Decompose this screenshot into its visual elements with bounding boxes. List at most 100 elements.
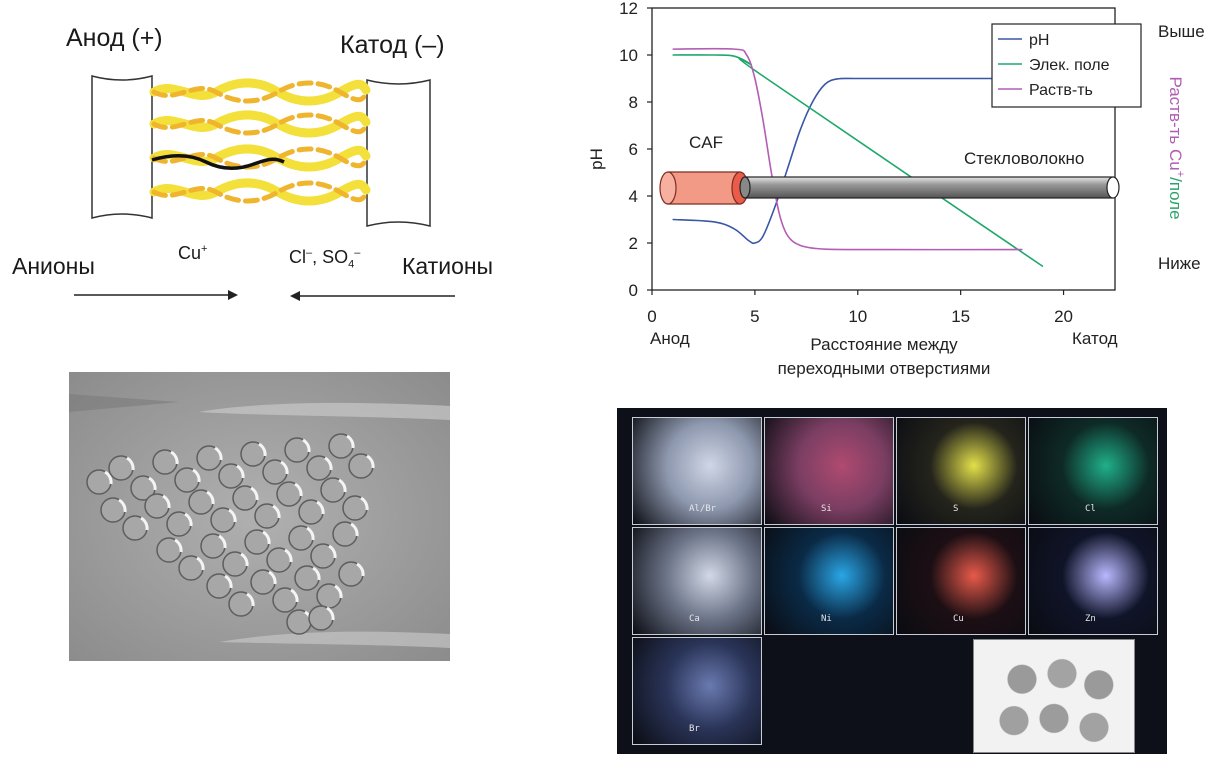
right-top-label: Выше [1158, 22, 1205, 41]
chloride-sulfate-label: Cl–, SO4– [289, 247, 361, 271]
void-highlight [118, 498, 127, 513]
void-highlight [170, 450, 179, 465]
copper-ion-label: Cu+ [178, 243, 208, 263]
y-tick-label: 2 [629, 234, 638, 253]
legend-ph: pH [1029, 32, 1049, 49]
x-axis-ticks: 0 5 10 15 20 [647, 290, 1073, 326]
y-tick-label: 4 [629, 187, 638, 206]
cation-arrow [74, 290, 238, 300]
x-tick-label: 0 [647, 307, 656, 326]
edx-tile-label: Br [689, 724, 700, 734]
void-highlight [218, 534, 227, 549]
void-highlight [246, 592, 255, 607]
fiber-label: Стекловолокно [964, 149, 1084, 168]
edx-tile-label: Cl [1085, 504, 1096, 514]
void-highlight [338, 478, 347, 493]
chart-legend: pH Элек. поле Раств-ть [991, 23, 1142, 108]
void-highlight [262, 530, 271, 545]
y-tick-label: 10 [619, 46, 638, 65]
void-highlight [272, 504, 281, 519]
void-highlight [350, 522, 359, 537]
edx-tile-label: Cu [953, 614, 964, 624]
anode-axis-label: Анод [650, 329, 690, 348]
void-highlight [206, 490, 215, 505]
anode-electrode [91, 75, 153, 219]
cations-label: Катионы [402, 253, 494, 279]
ph-profile-chart: 0 2 4 6 8 10 12 0 5 10 15 20 CAF Стекловолокно pH … [587, 0, 1205, 378]
void-highlight [104, 470, 113, 485]
void-highlight [280, 460, 289, 475]
void-highlight [326, 606, 335, 621]
edx-element-map: Al/Br Si S Cl Ca Ni Cu Zn Br [617, 408, 1167, 754]
void-highlight [224, 574, 233, 589]
right-bottom-label: Ниже [1158, 254, 1201, 273]
edx-tile-label: Ni [821, 614, 832, 624]
edx-tile: Zn [1028, 527, 1158, 635]
electrode-diagram [74, 75, 455, 301]
plot-frame [651, 7, 1116, 291]
y-tick-label: 12 [619, 0, 638, 18]
x-tick-label: 15 [951, 307, 970, 326]
fiber-cross-section-micrograph [69, 372, 450, 661]
x-tick-label: 5 [750, 307, 759, 326]
x-axis-label-line1: Расстояние между [810, 335, 958, 354]
void-highlight [196, 556, 205, 571]
x-axis-label-line2: переходными отверстиями [778, 359, 991, 378]
void-highlight [140, 516, 149, 531]
edx-tile: Ni [764, 527, 894, 635]
x-tick-label: 10 [848, 307, 867, 326]
y-tick-label: 6 [629, 140, 638, 159]
void-highlight [334, 584, 343, 599]
void-highlight [126, 456, 135, 471]
void-highlight [284, 548, 293, 563]
void-highlight [306, 526, 315, 541]
glass-fiber-bundles [149, 78, 371, 206]
caf-fiber-illustration [659, 171, 1120, 205]
void-highlight [162, 494, 171, 509]
void-highlight [236, 464, 245, 479]
ph-series-line [672, 77, 1002, 245]
cathode-label: Катод (–) [340, 31, 445, 59]
edx-tile-label: Zn [1085, 614, 1096, 624]
edx-tile: Si [764, 417, 894, 525]
edx-tile: Cl [1028, 417, 1158, 525]
right-axis-label: Раств-ть Cu+/поле [1166, 76, 1186, 219]
void-highlight [184, 512, 193, 527]
edx-tile-label: Si [821, 504, 832, 514]
void-highlight [294, 482, 303, 497]
edx-tile: Cu [896, 527, 1026, 635]
void-highlight [240, 552, 249, 567]
void-highlight [346, 434, 355, 449]
x-tick-label: 20 [1054, 307, 1073, 326]
series-lines [672, 47, 1044, 268]
void-highlight [228, 508, 237, 523]
y-axis-label: pH [587, 148, 606, 170]
void-highlight [316, 500, 325, 515]
void-highlight [148, 476, 157, 491]
void-highlight [258, 442, 267, 457]
void-highlight [328, 544, 337, 559]
edx-tile: Ca [632, 527, 762, 635]
y-tick-label: 8 [629, 93, 638, 112]
solubility-series-line [672, 47, 1023, 251]
void-highlight [268, 570, 277, 585]
void-highlight [250, 486, 259, 501]
cathode-axis-label: Катод [1072, 329, 1118, 348]
void-highlight [192, 468, 201, 483]
void-highlight [356, 562, 365, 577]
edx-tile-label: Ca [689, 614, 700, 624]
anion-arrow [290, 291, 455, 301]
cathode-electrode [366, 79, 431, 227]
edx-tile: S [896, 417, 1026, 525]
legend-field: Элек. поле [1029, 57, 1110, 74]
edx-tile: Al/Br [632, 417, 762, 525]
void-highlight [312, 566, 321, 581]
copper-filament [151, 154, 285, 170]
void-highlight [324, 456, 333, 471]
void-highlight [174, 538, 183, 553]
void-highlight [290, 588, 299, 603]
edx-tile: Br [632, 637, 762, 745]
void-highlight [302, 438, 311, 453]
migration-schematic: Анод (+) Катод (–) Анионы C [0, 0, 560, 330]
edx-inset-micrograph [973, 639, 1135, 753]
